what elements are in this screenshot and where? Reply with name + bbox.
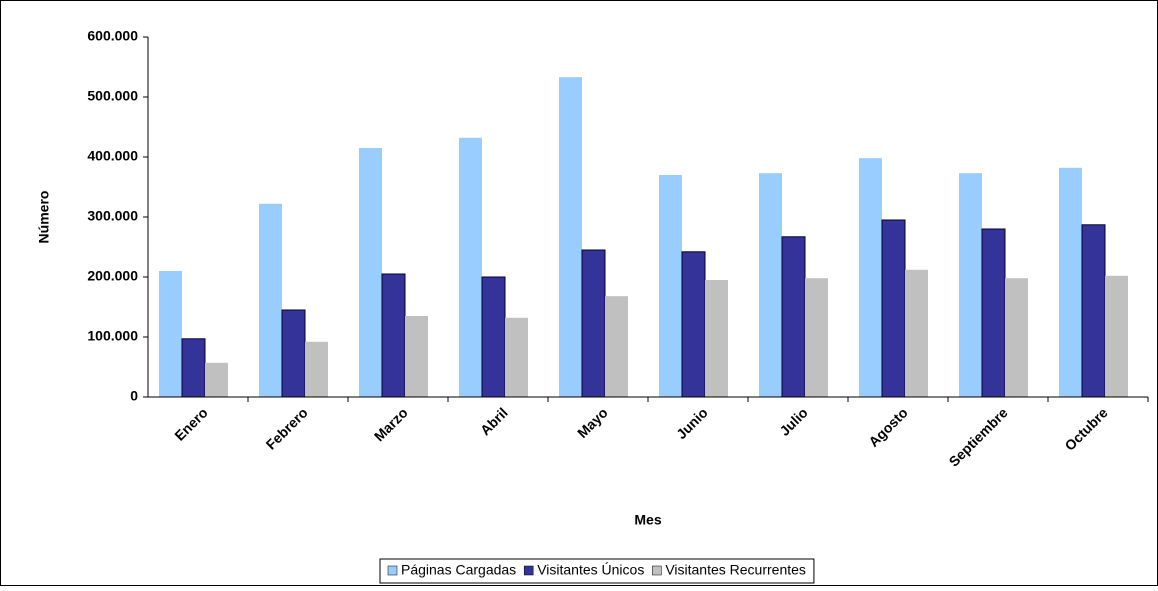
bar: [1005, 278, 1028, 397]
y-tick-label: 400.000: [87, 148, 138, 164]
legend-frame: [379, 558, 815, 584]
bar: [481, 276, 506, 398]
bar: [759, 173, 782, 397]
legend-swatch: [523, 565, 534, 576]
bar: [559, 77, 582, 397]
bar: [405, 316, 428, 397]
bar: [305, 341, 328, 397]
bar: [1081, 224, 1106, 398]
bar: [505, 317, 528, 397]
y-tick-label: 300.000: [87, 208, 138, 224]
bar: [805, 278, 828, 397]
y-tick-label: 600.000: [87, 28, 138, 44]
y-tick-label: 100.000: [87, 328, 138, 344]
bar: [959, 173, 982, 397]
bar: [605, 296, 628, 397]
bar: [981, 228, 1006, 398]
bar: [1059, 167, 1082, 397]
bar: [159, 271, 182, 397]
legend-swatch: [387, 565, 398, 576]
bar: [281, 309, 306, 398]
bar: [859, 158, 882, 397]
y-tick-label: 200.000: [87, 268, 138, 284]
bar: [659, 175, 682, 397]
y-tick-label: 0: [130, 388, 138, 404]
bar: [459, 137, 482, 398]
bar: [259, 203, 282, 397]
bar: [881, 219, 906, 398]
bar: [381, 273, 406, 398]
legend: Páginas Cargadas Visitantes Únicos Visitan…: [379, 558, 815, 584]
bar: [359, 148, 382, 397]
legend-swatch: [652, 565, 662, 576]
legend-label: Visitantes Únicos: [537, 562, 644, 578]
bar: [181, 338, 206, 398]
legend-label: Páginas Cargadas: [401, 562, 516, 578]
bar: [581, 249, 606, 398]
bar: [905, 269, 928, 397]
bar: [681, 251, 706, 398]
bar: [205, 362, 228, 397]
bar: [705, 280, 728, 397]
y-tick-label: 500.000: [87, 88, 138, 104]
bar: [1105, 275, 1128, 397]
legend-label: Visitantes Recurrentes: [665, 562, 806, 578]
y-axis-label: Número: [36, 191, 52, 244]
x-axis-label: Mes: [634, 512, 661, 528]
bar: [781, 236, 806, 398]
